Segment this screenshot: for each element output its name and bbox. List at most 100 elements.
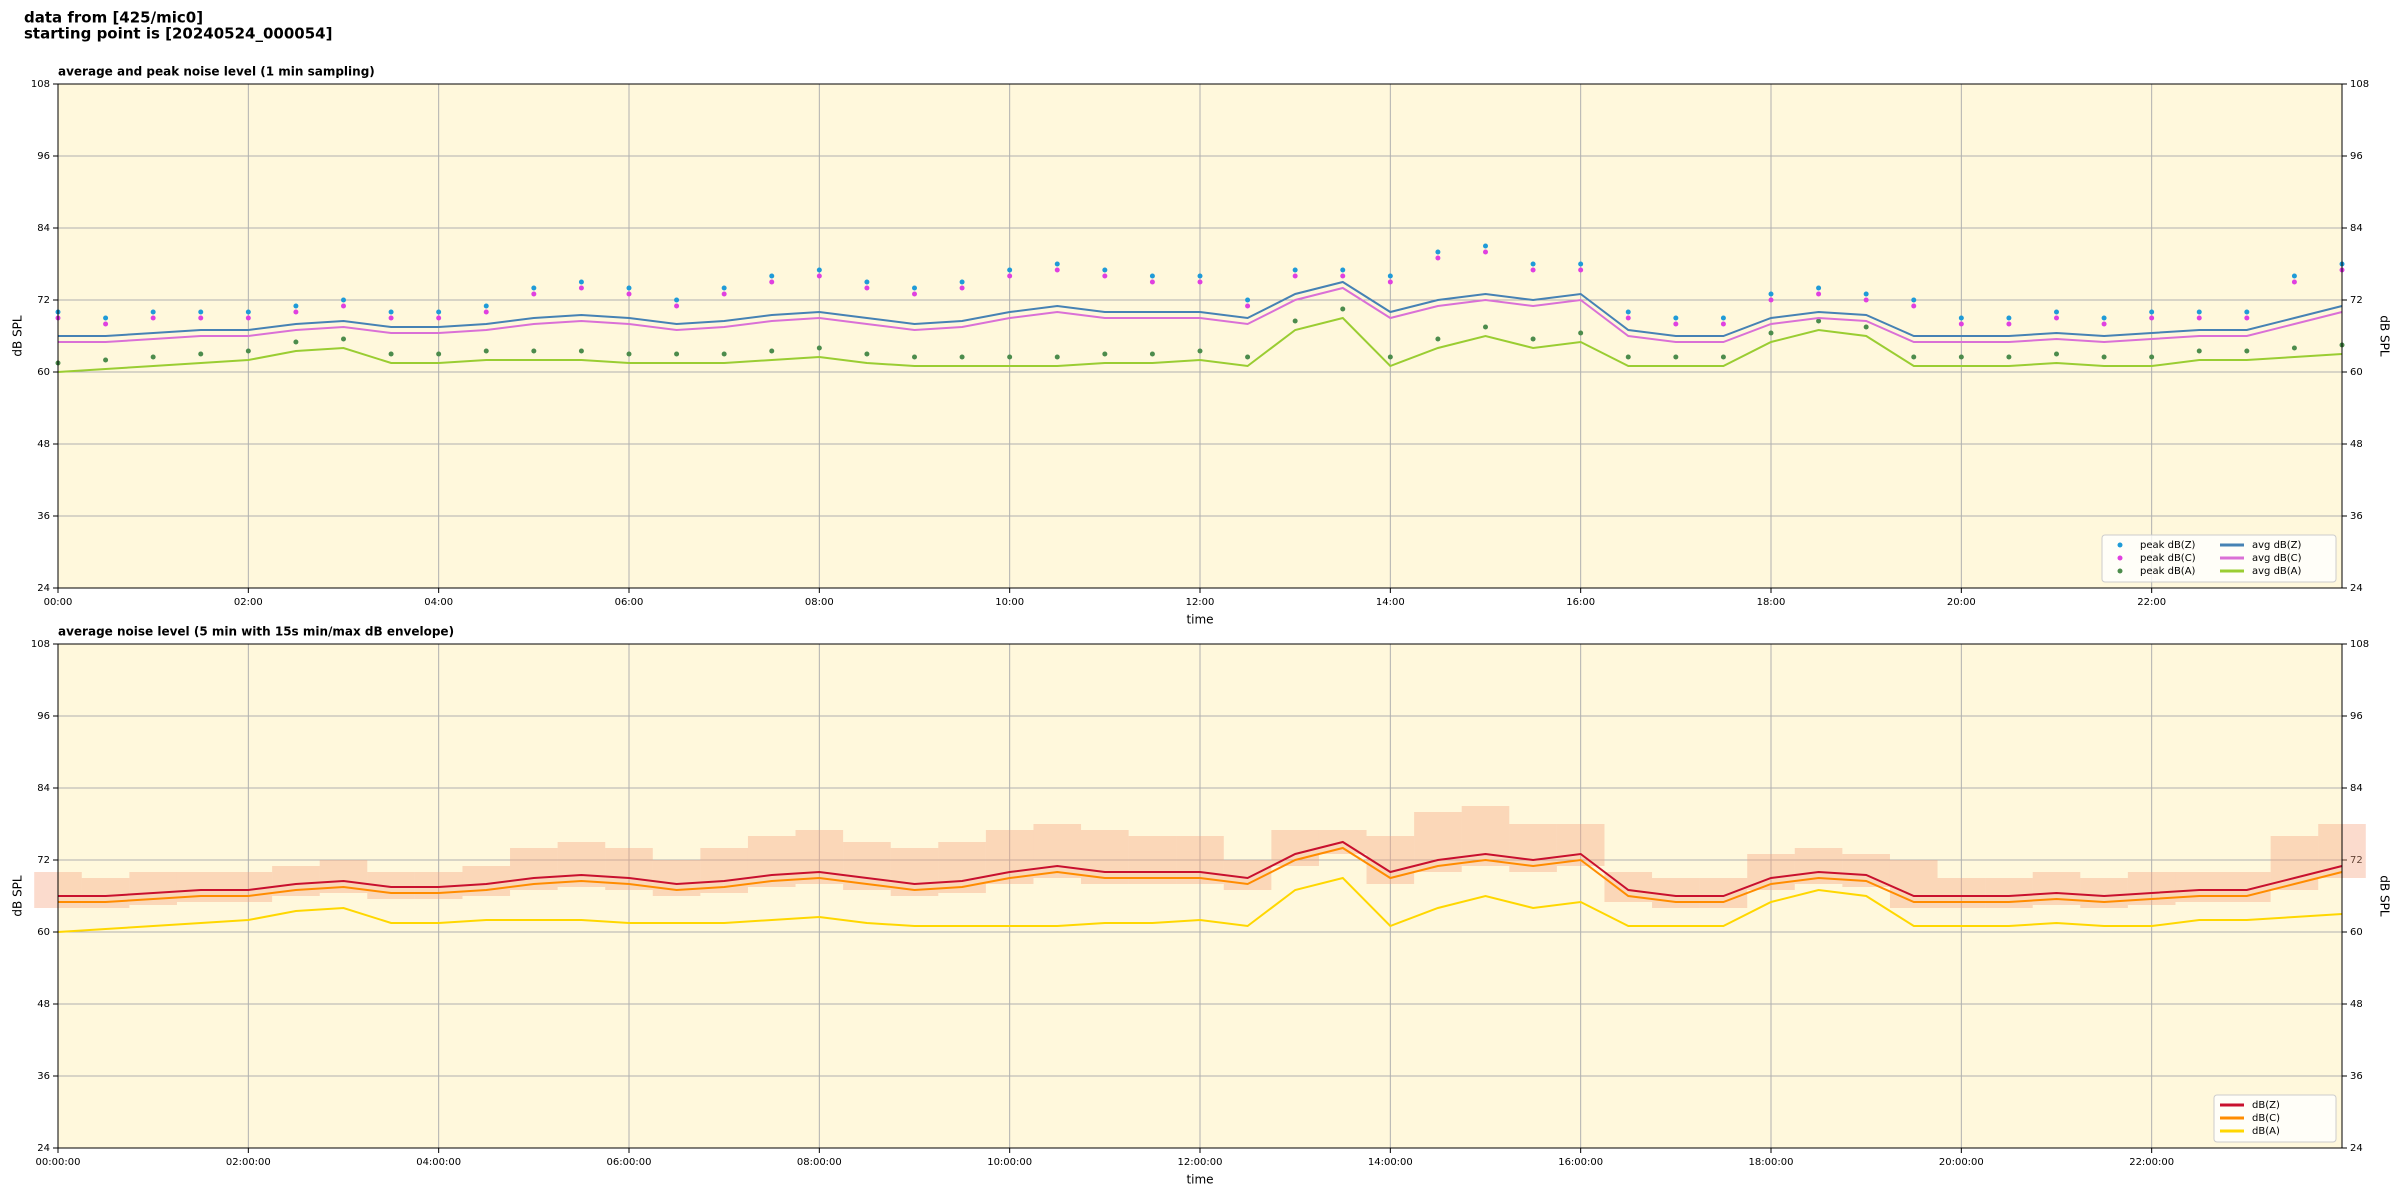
scatter-point — [2291, 345, 2297, 351]
scatter-point — [2006, 315, 2012, 321]
scatter-point — [1673, 354, 1679, 360]
y-tick-label-right: 84 — [2350, 223, 2363, 234]
scatter-point — [1625, 315, 1631, 321]
legend-label: peak dB(C) — [2140, 553, 2196, 564]
x-tick-label: 20:00 — [1947, 597, 1976, 608]
legend-label: peak dB(A) — [2140, 566, 2196, 577]
y-tick-label: 84 — [37, 223, 50, 234]
scatter-point — [1149, 273, 1155, 279]
scatter-point — [198, 309, 204, 315]
x-tick-label: 06:00 — [615, 597, 644, 608]
scatter-point — [1149, 351, 1155, 357]
scatter-point — [1863, 297, 1869, 303]
envelope — [2223, 872, 2271, 902]
scatter-point — [1340, 273, 1346, 279]
scatter-point — [1435, 255, 1441, 261]
x-tick-label: 16:00:00 — [1558, 1157, 1603, 1168]
scatter-point — [1054, 354, 1060, 360]
scatter-point — [1435, 249, 1441, 255]
scatter-point — [103, 357, 109, 363]
scatter-point — [674, 351, 680, 357]
x-tick-label: 10:00 — [995, 597, 1024, 608]
scatter-point — [2291, 279, 2297, 285]
legend-label: avg dB(Z) — [2252, 540, 2302, 551]
scatter-point — [1197, 273, 1203, 279]
scatter-point — [1816, 318, 1822, 324]
envelope — [1176, 836, 1224, 884]
scatter-point — [674, 303, 680, 309]
scatter-point — [436, 315, 442, 321]
line — [58, 846, 2343, 904]
scatter-point — [1578, 267, 1584, 273]
x-tick-label: 04:00 — [424, 597, 453, 608]
scatter-point — [1768, 297, 1774, 303]
scatter-point — [1007, 273, 1013, 279]
plot-frame — [57, 643, 2343, 1149]
scatter-point — [1483, 249, 1488, 255]
x-tick-label: 02:00:00 — [226, 1157, 271, 1168]
scatter-point — [1673, 315, 1679, 321]
y-axis-label: dB SPL — [11, 315, 25, 357]
legend-label: dB(C) — [2252, 1113, 2280, 1124]
scatter-point — [1958, 321, 1964, 327]
scatter-point — [1768, 330, 1774, 336]
y-tick-label-right: 84 — [2350, 783, 2363, 794]
legend-marker — [2117, 568, 2123, 574]
scatter-point — [1054, 267, 1060, 273]
y-tick-label-right: 108 — [2350, 639, 2369, 650]
envelope — [747, 836, 796, 887]
envelope — [557, 842, 606, 887]
legend-label: dB(Z) — [2252, 1100, 2280, 1111]
scatter-point — [1530, 267, 1536, 273]
scatter-point — [1673, 321, 1679, 327]
envelope — [1889, 860, 1938, 908]
scatter-point — [2196, 315, 2202, 321]
scatter-point — [1863, 291, 1869, 297]
scatter-point — [2054, 309, 2059, 315]
scatter-point — [1292, 267, 1298, 273]
envelope — [81, 878, 130, 908]
scatter-point — [721, 285, 727, 291]
scatter-point — [1292, 273, 1298, 279]
scatter-point — [150, 315, 156, 321]
scatter-point — [1387, 354, 1393, 360]
scatter-point — [959, 285, 965, 291]
scatter-point — [2244, 315, 2250, 321]
scatter-point — [2196, 348, 2202, 354]
y-axis-label-right: dB SPL — [2378, 315, 2392, 357]
scatter-point — [531, 291, 537, 297]
scatter-point — [1483, 243, 1488, 249]
y-tick-label-right: 24 — [2350, 583, 2363, 594]
scatter-point — [674, 297, 680, 303]
scatter-point — [2244, 348, 2250, 354]
scatter-point — [1911, 354, 1917, 360]
line — [58, 840, 2343, 898]
scatter-point — [388, 309, 394, 315]
scatter-point — [293, 309, 299, 315]
scatter-point — [1007, 354, 1013, 360]
scatter-point — [483, 303, 489, 309]
x-tick-label: 14:00 — [1376, 597, 1405, 608]
y-tick-label-right: 72 — [2350, 855, 2363, 866]
x-tick-label: 00:00:00 — [36, 1157, 81, 1168]
x-tick-label: 12:00 — [1186, 597, 1215, 608]
x-tick-label: 14:00:00 — [1368, 1157, 1413, 1168]
scatter-point — [2244, 309, 2250, 315]
legend — [2101, 534, 2337, 583]
scatter-point — [1340, 306, 1346, 312]
y-tick-label-right: 36 — [2350, 1071, 2363, 1082]
scatter-point — [341, 297, 346, 303]
scatter-point — [1197, 348, 1203, 354]
scatter-point — [1102, 273, 1108, 279]
y-axis-label: dB SPL — [11, 875, 25, 917]
envelope — [1366, 836, 1415, 884]
x-tick-label: 22:00 — [2137, 597, 2166, 608]
scatter-point — [578, 285, 584, 291]
envelope — [1414, 812, 1462, 872]
envelope — [1033, 824, 1082, 878]
scatter-point — [912, 285, 917, 291]
x-tick-label: 00:00 — [44, 597, 73, 608]
scatter-point — [959, 354, 965, 360]
envelope — [1699, 878, 1748, 908]
y-tick-label: 72 — [37, 855, 50, 866]
